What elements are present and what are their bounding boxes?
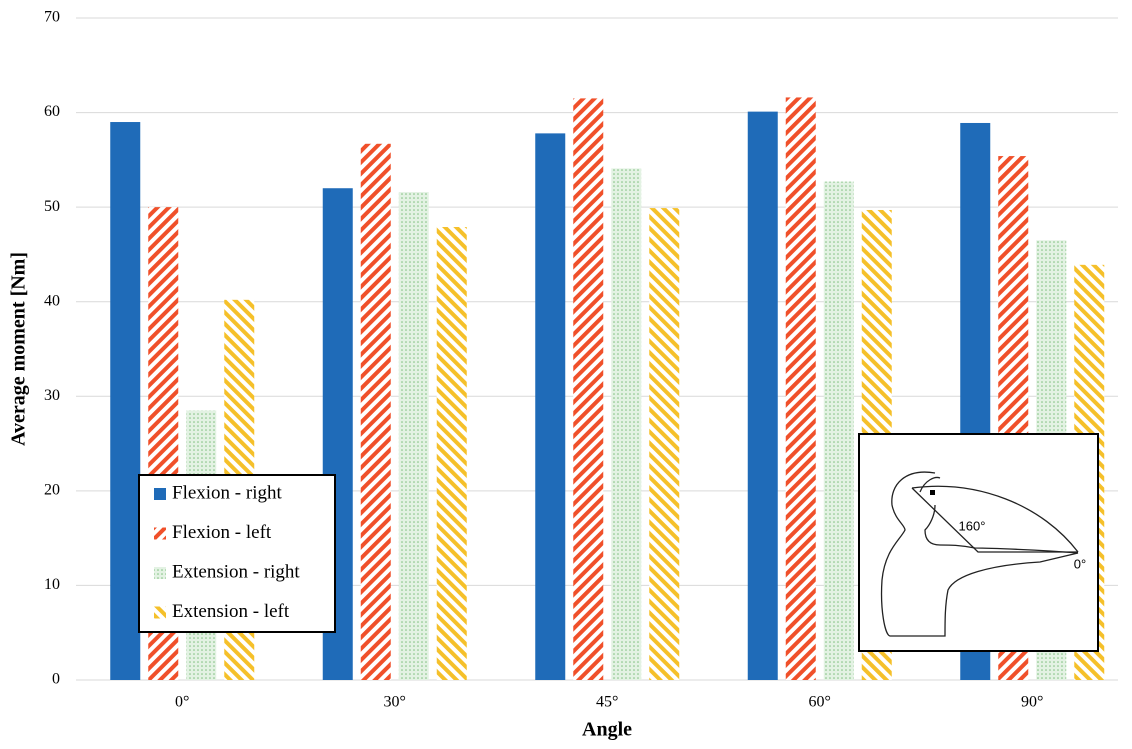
legend-label: Extension - left: [172, 601, 290, 622]
bar: [535, 133, 565, 680]
legend: Flexion - right Flexion - left Extension -…: [139, 475, 335, 632]
x-tick-label: 60°: [809, 694, 831, 711]
bar: [573, 98, 603, 680]
x-tick-label: 90°: [1021, 694, 1043, 711]
legend-swatch: [154, 607, 166, 619]
legend-label: Flexion - right: [172, 482, 282, 503]
y-axis-title: Average moment [Nm]: [8, 252, 30, 446]
y-tick-label: 10: [44, 576, 60, 593]
x-tick-label: 30°: [384, 694, 406, 711]
y-tick-label: 70: [44, 9, 60, 26]
bar: [611, 168, 641, 680]
legend-swatch: [154, 528, 166, 540]
bar: [361, 144, 391, 680]
chart: Angle Average moment [Nm] 0 10 20 30 40 50 60 7…: [0, 0, 1132, 749]
x-tick-label: 0°: [175, 694, 189, 711]
y-tick-label: 0: [52, 671, 60, 688]
bar: [437, 227, 467, 680]
y-tick-label: 60: [44, 103, 60, 120]
x-tick-label: 45°: [596, 694, 618, 711]
inset-label: 0°: [1074, 556, 1086, 571]
bar: [110, 122, 140, 680]
legend-swatch: [154, 567, 166, 579]
legend-label: Flexion - left: [172, 522, 272, 543]
y-tick-label: 50: [44, 198, 60, 215]
inset-figure: 160° 0°: [859, 434, 1098, 651]
inset-label: 160°: [959, 518, 986, 533]
x-axis-title: Angle: [582, 719, 632, 741]
bar: [399, 192, 429, 680]
y-tick-label: 20: [44, 482, 60, 499]
bar: [824, 182, 854, 680]
y-tick-label: 30: [44, 387, 60, 404]
y-tick-label: 40: [44, 292, 60, 309]
legend-swatch: [154, 488, 166, 500]
bar: [748, 112, 778, 680]
bar: [786, 97, 816, 680]
bar: [649, 208, 679, 680]
legend-label: Extension - right: [172, 561, 300, 582]
